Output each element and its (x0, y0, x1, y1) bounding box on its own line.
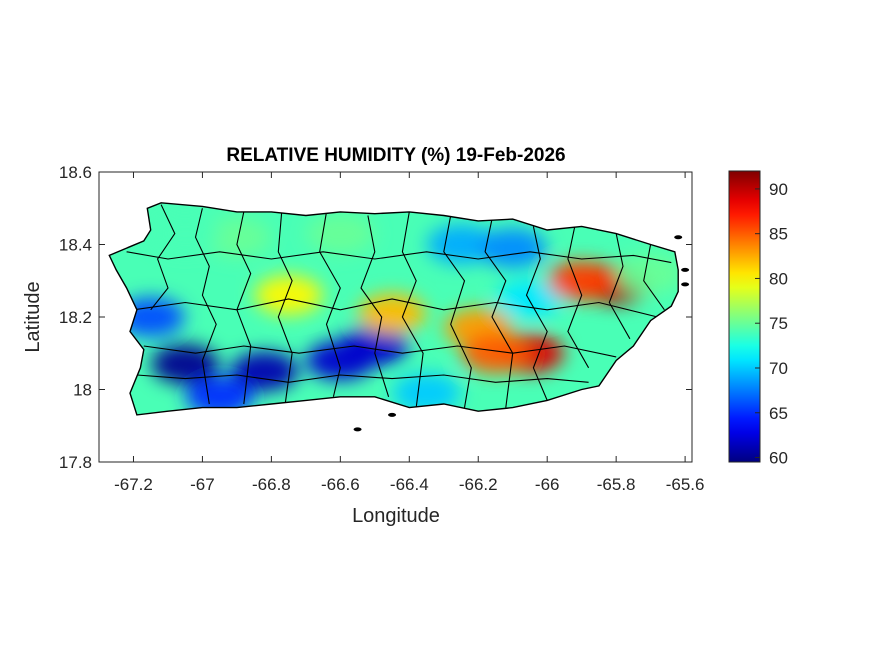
humidity-blob (306, 213, 375, 254)
y-tick-label: 18 (73, 381, 92, 400)
x-axis-label: Longitude (352, 505, 440, 527)
humidity-blob (185, 376, 254, 415)
colorbar-tick-label: 75 (769, 314, 788, 333)
x-tick-label: -66.8 (252, 475, 291, 494)
humidity-blob (461, 333, 530, 374)
x-tick-label: -65.8 (597, 475, 636, 494)
humidity-blob (478, 228, 547, 269)
y-axis-ticks: 17.8 18 18.2 18.4 18.6 (59, 163, 692, 472)
municipality-boundary (567, 226, 590, 369)
x-tick-label: -66.6 (321, 475, 360, 494)
humidity-blob (392, 373, 461, 414)
colorbar (728, 170, 761, 463)
municipality-boundary (277, 211, 293, 405)
x-axis-ticks: -67.2 -67 -66.8 -66.6 -66.4 -66.2 -66 -65.8 -65.… (114, 172, 704, 494)
colorbar-tick-label: 70 (769, 359, 788, 378)
colorbar-tick-label: 60 (769, 449, 788, 468)
y-tick-label: 18.6 (59, 163, 92, 182)
humidity-blob (151, 344, 220, 385)
y-axis-label: Latitude (22, 281, 44, 352)
colorbar-tick-label: 65 (769, 404, 788, 423)
humidity-blob (151, 213, 220, 254)
municipality-boundary (150, 204, 176, 311)
municipality-boundary (133, 298, 658, 318)
y-tick-label: 17.8 (59, 453, 92, 472)
municipality-boundary (319, 211, 341, 397)
chart-title: RELATIVE HUMIDITY (%) 19-Feb-2026 (226, 145, 565, 166)
humidity-blob (495, 278, 564, 319)
colorbar-tick-label: 90 (769, 180, 788, 199)
humidity-blob (616, 253, 679, 294)
island-coastline (108, 202, 679, 416)
colorbar-tick-label: 80 (769, 269, 788, 288)
y-tick-label: 18.2 (59, 308, 92, 327)
humidity-blob (254, 275, 323, 316)
humidity-blob (547, 260, 616, 301)
islet (388, 412, 397, 417)
humidity-blob (358, 293, 427, 334)
municipality-boundary (608, 233, 631, 340)
municipality-boundary (194, 208, 217, 405)
municipality-boundary (360, 215, 390, 397)
islet (674, 235, 683, 240)
x-tick-label: -67.2 (114, 475, 153, 494)
municipality-boundary (401, 211, 424, 408)
y-tick-label: 18.4 (59, 236, 92, 255)
x-tick-label: -66 (535, 475, 560, 494)
humidity-blob (202, 217, 271, 258)
islet (681, 282, 690, 287)
municipality-boundary (643, 244, 665, 311)
municipality-boundary (443, 215, 472, 408)
islet (681, 267, 690, 272)
municipality-boundary (143, 345, 617, 358)
municipality-boundary (236, 211, 252, 405)
x-tick-label: -66.2 (459, 475, 498, 494)
municipality-boundary (136, 374, 589, 383)
humidity-blob (340, 326, 409, 366)
x-tick-label: -65.6 (666, 475, 705, 494)
colorbar-tick-label: 85 (769, 225, 788, 244)
islet (353, 427, 362, 432)
municipality-boundary (126, 251, 672, 264)
municipality-boundaries (126, 204, 672, 408)
colorbar-ticks: 60 65 70 75 80 85 90 (755, 180, 788, 468)
municipality-boundary (484, 218, 514, 408)
x-tick-label: -66.4 (390, 475, 429, 494)
offshore-islets (353, 235, 690, 432)
x-tick-label: -67 (190, 475, 215, 494)
